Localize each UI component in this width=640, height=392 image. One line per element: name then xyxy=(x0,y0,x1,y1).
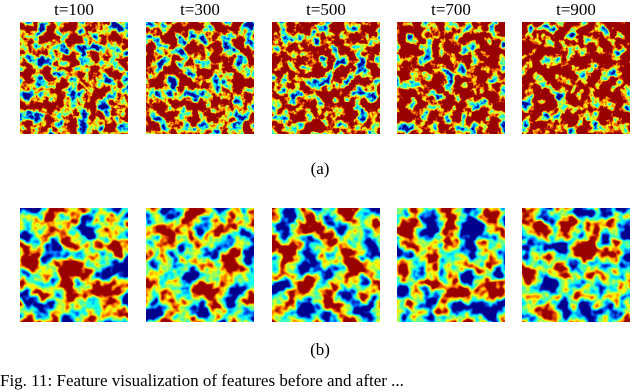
feature-map xyxy=(272,22,380,134)
column-label: t=900 xyxy=(556,0,596,19)
feature-map xyxy=(272,208,380,322)
feature-map xyxy=(146,208,254,322)
feature-map xyxy=(397,22,505,134)
caption: Fig. 11: Feature visualization of featur… xyxy=(0,371,404,390)
column-label: t=700 xyxy=(431,0,471,19)
feature-map xyxy=(397,208,505,322)
feature-map xyxy=(146,22,254,134)
feature-map xyxy=(20,22,128,134)
feature-map xyxy=(20,208,128,322)
feature-map xyxy=(522,22,630,134)
column-label: t=300 xyxy=(180,0,220,19)
feature-map xyxy=(522,208,630,322)
column-label: t=500 xyxy=(306,0,346,19)
row-label: (a) xyxy=(311,159,330,178)
column-label: t=100 xyxy=(54,0,94,19)
row-label: (b) xyxy=(310,340,330,359)
